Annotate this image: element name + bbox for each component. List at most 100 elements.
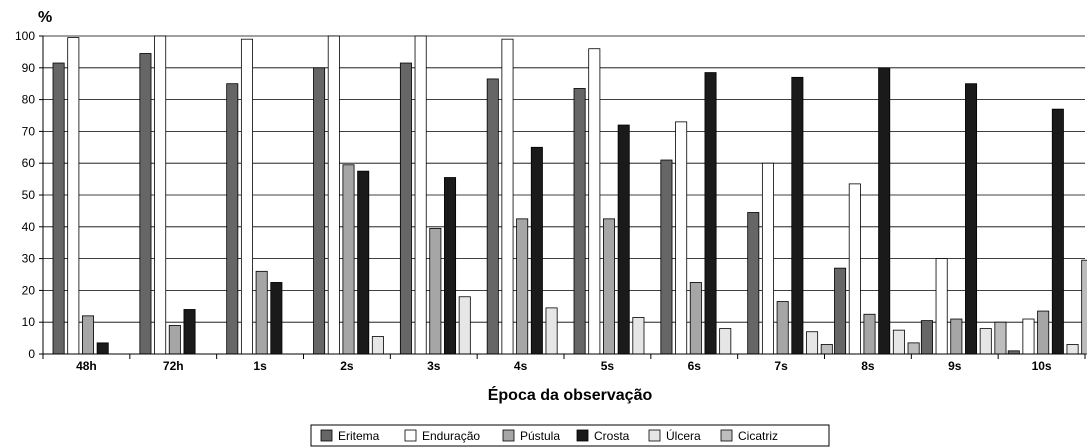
bar-enduracao-8s — [848, 183, 861, 355]
legend-label: Cicatriz — [738, 429, 778, 443]
legend-label: Pústula — [520, 429, 560, 443]
bar-ulcera-8s — [892, 329, 905, 355]
bar-enduracao-9s — [935, 258, 948, 355]
bar-crosta-6s — [704, 72, 717, 355]
bar-crosta-2s — [357, 170, 370, 355]
legend-swatch — [576, 429, 589, 442]
legend-label: Crosta — [594, 429, 630, 443]
y-tick-label: 20 — [22, 283, 36, 297]
bar-ulcera-4s — [545, 307, 558, 355]
bar-eritema-8s — [834, 267, 847, 355]
bar-cicatriz-7s — [820, 344, 833, 355]
bar-eritema-48h — [52, 62, 65, 355]
bar-pustula-8s — [863, 313, 876, 355]
legend-swatch — [502, 429, 515, 442]
y-axis-label: % — [38, 9, 52, 26]
bar-pustula-7s — [776, 301, 789, 355]
y-tick-label: 30 — [22, 252, 36, 266]
bar-crosta-8s — [878, 67, 891, 355]
x-tick-label: 6s — [688, 359, 702, 373]
bar-ulcera-7s — [806, 331, 819, 355]
bar-crosta-1s — [270, 282, 283, 355]
y-tick-label: 10 — [22, 315, 36, 329]
bar-ulcera-3s — [458, 296, 471, 355]
bar-eritema-72h — [139, 53, 152, 355]
bar-eritema-5s — [573, 88, 586, 355]
x-tick-label: 48h — [76, 359, 97, 373]
bar-crosta-9s — [965, 83, 978, 355]
legend-label: Úlcera — [666, 428, 701, 443]
x-tick-labels: 48h 72h 1s 2s 3s 4s 5s 6s 7s 8s 9s 10s — [76, 359, 1052, 373]
bar-enduracao-1s — [240, 38, 253, 355]
bar-enduracao-5s — [588, 48, 601, 355]
x-tick-label: 2s — [340, 359, 354, 373]
bar-pustula-48h — [82, 315, 95, 355]
bar-pustula-10s — [1037, 310, 1050, 355]
bar-eritema-4s — [486, 78, 499, 355]
y-tick-label: 70 — [22, 124, 36, 138]
legend-swatch — [648, 429, 661, 442]
bar-crosta-4s — [530, 146, 543, 355]
bar-ulcera-9s — [979, 328, 992, 355]
bar-pustula-9s — [950, 318, 963, 355]
bar-ulcera-10s — [1066, 344, 1079, 355]
bar-ulcera-6s — [719, 328, 732, 355]
bar-pustula-6s — [689, 282, 702, 355]
y-tick-labels: 0 10 20 30 40 50 60 70 80 90 100 — [15, 29, 35, 361]
y-tick-label: 50 — [22, 188, 36, 202]
x-tick-label: 7s — [774, 359, 788, 373]
legend-swatch — [320, 429, 333, 442]
bar-enduracao-3s — [414, 35, 427, 355]
x-tick-label: 9s — [948, 359, 962, 373]
x-tick-label: 72h — [163, 359, 184, 373]
bar-cicatriz-10s — [1081, 259, 1087, 355]
bar-pustula-1s — [255, 270, 268, 355]
bar-enduracao-4s — [501, 38, 514, 355]
x-tick-label: 5s — [601, 359, 615, 373]
bar-pustula-72h — [168, 324, 181, 355]
bar-crosta-72h — [183, 309, 196, 355]
bar-crosta-7s — [791, 76, 804, 355]
bar-eritema-1s — [226, 83, 239, 355]
x-tick-label: 10s — [1032, 359, 1052, 373]
y-tick-label: 0 — [28, 347, 35, 361]
bar-eritema-6s — [660, 159, 673, 355]
bar-ulcera-2s — [371, 336, 384, 355]
bar-eritema-3s — [399, 62, 412, 355]
x-axis-title: Época da observação — [488, 385, 653, 404]
x-tick-label: 3s — [427, 359, 441, 373]
x-tick-label: 1s — [253, 359, 267, 373]
bar-crosta-48h — [96, 342, 109, 355]
bar-eritema-7s — [747, 212, 760, 355]
x-tick-label: 8s — [861, 359, 875, 373]
bar-enduracao-48h — [67, 37, 80, 355]
legend-label: Enduração — [422, 429, 480, 443]
bar-cicatriz-9s — [994, 321, 1007, 355]
x-tick-label: 4s — [514, 359, 528, 373]
axes — [39, 35, 1086, 359]
bar-enduracao-72h — [154, 35, 167, 355]
legend: Eritema Enduração Pústula Crosta Úlcera Cicat… — [310, 424, 830, 447]
bar-eritema-2s — [313, 67, 326, 355]
y-tick-label: 80 — [22, 93, 36, 107]
bar-crosta-3s — [444, 177, 457, 355]
bar-pustula-4s — [516, 218, 529, 355]
bar-enduracao-10s — [1022, 318, 1035, 355]
legend-swatch — [720, 429, 733, 442]
bar-pustula-5s — [603, 218, 616, 355]
y-tick-label: 100 — [15, 29, 35, 43]
bar-crosta-5s — [617, 124, 630, 355]
bars — [52, 35, 1087, 355]
legend-swatch — [404, 429, 417, 442]
y-tick-label: 60 — [22, 156, 36, 170]
bar-cicatriz-8s — [907, 342, 920, 355]
bar-enduracao-7s — [761, 162, 774, 355]
legend-label: Eritema — [338, 429, 380, 443]
bar-enduracao-6s — [675, 121, 688, 355]
bar-enduracao-2s — [327, 35, 340, 355]
y-tick-label: 40 — [22, 220, 36, 234]
bar-pustula-3s — [429, 227, 442, 355]
bar-crosta-10s — [1051, 108, 1064, 355]
bar-pustula-2s — [342, 164, 355, 355]
